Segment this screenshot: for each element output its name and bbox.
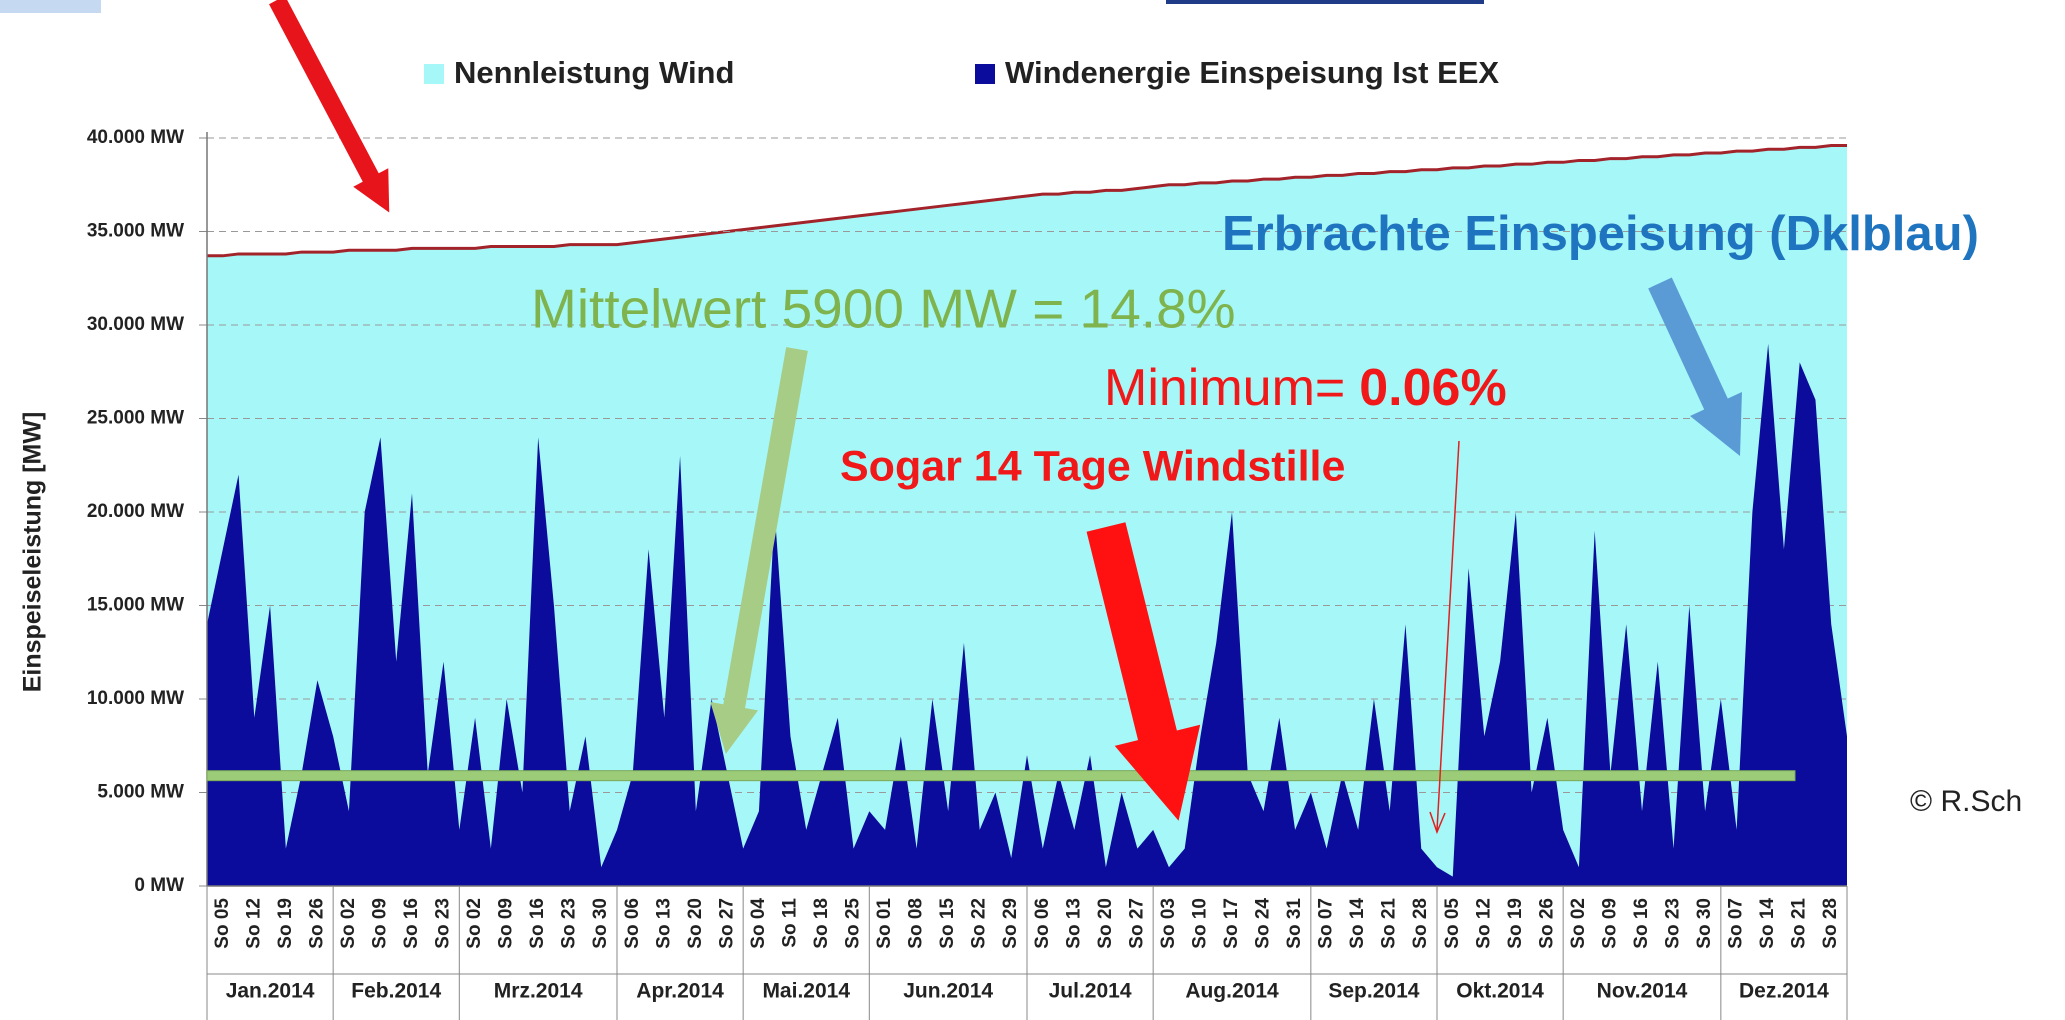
x-tick-label: So 22 — [969, 898, 990, 949]
cut-box — [0, 0, 101, 13]
x-tick-label: So 07 — [1726, 898, 1747, 949]
x-tick-label: So 16 — [527, 898, 548, 949]
annotation: Erbrachte Einspeisung (Dklblau) — [1222, 207, 1979, 261]
legend-swatch — [975, 64, 995, 84]
x-tick-label: So 12 — [1473, 898, 1494, 949]
y-tick-label: 30.000 MW — [87, 314, 184, 335]
x-tick-label: So 14 — [1347, 898, 1368, 949]
month-label: Jul.2014 — [1049, 980, 1132, 1003]
x-tick-label: So 15 — [937, 898, 958, 949]
x-tick-label: So 06 — [622, 898, 643, 949]
x-tick-label: So 23 — [433, 898, 454, 949]
capacity-line — [207, 143, 1847, 258]
month-label: Okt.2014 — [1456, 980, 1544, 1003]
x-tick-label: So 12 — [243, 898, 264, 949]
arrow — [1086, 522, 1201, 821]
y-tick-label: 5.000 MW — [97, 782, 184, 803]
x-tick-label: So 09 — [1599, 898, 1620, 949]
x-tick-label: So 11 — [779, 898, 800, 948]
x-tick-label: So 13 — [1063, 898, 1084, 949]
x-tick-label: So 17 — [1221, 898, 1242, 949]
cut-line — [1166, 0, 1484, 4]
y-tick-label: 40.000 MW — [87, 127, 184, 148]
legend-label: Windenergie Einspeisung Ist EEX — [1005, 55, 1499, 90]
x-tick-label: So 21 — [1789, 898, 1810, 949]
x-tick-label: So 03 — [1158, 898, 1179, 949]
copyright: © R.Sch — [1910, 785, 2022, 818]
arrow — [710, 347, 808, 754]
x-tick-label: So 23 — [559, 898, 580, 949]
month-label: Nov.2014 — [1597, 980, 1688, 1003]
x-tick-label: So 19 — [275, 898, 296, 949]
x-tick-label: So 09 — [369, 898, 390, 949]
x-tick-label: So 06 — [1032, 898, 1053, 949]
x-tick-label: So 13 — [653, 898, 674, 949]
x-tick-label: So 31 — [1284, 898, 1305, 949]
x-tick-label: So 02 — [464, 898, 485, 949]
x-tick-label: So 26 — [1536, 898, 1557, 949]
x-tick-label: So 02 — [1568, 898, 1589, 949]
x-tick-label: So 23 — [1663, 898, 1684, 949]
x-tick-label: So 24 — [1253, 898, 1274, 949]
x-tick-label: So 28 — [1820, 898, 1841, 949]
annotation: Mittelwert 5900 MW = 14.8% — [531, 278, 1236, 340]
x-tick-label: So 16 — [1631, 898, 1652, 949]
legend-label: Nennleistung Wind — [454, 55, 734, 90]
month-label: Feb.2014 — [351, 980, 441, 1003]
x-tick-label: So 29 — [1000, 898, 1021, 949]
x-tick-label: So 18 — [811, 898, 832, 949]
x-tick-label: So 14 — [1757, 898, 1778, 949]
thin-arrow — [1436, 440, 1460, 831]
y-tick-label: 25.000 MW — [87, 408, 184, 429]
x-tick-label: So 21 — [1379, 898, 1400, 949]
y-axis-title: Einspeiseleistung [MW] — [19, 412, 47, 693]
x-tick-label: So 10 — [1189, 898, 1210, 949]
annotation: Sogar 14 Tage Windstille — [840, 442, 1345, 490]
x-tick-label: So 04 — [748, 898, 769, 949]
x-tick-label: So 27 — [716, 898, 737, 949]
thin-arrow-head — [1429, 811, 1446, 835]
arrow — [269, 0, 390, 213]
x-tick-label: So 01 — [874, 898, 895, 949]
x-tick-label: So 20 — [685, 898, 706, 949]
x-tick-label: So 16 — [401, 898, 422, 949]
plot-area: 0 MW 5.000 MW 10.000 MW 15.000 MW 20.000 MW 2… — [19, 55, 1848, 1020]
x-tick-label: So 09 — [496, 898, 517, 949]
month-label: Sep.2014 — [1328, 980, 1419, 1003]
month-label: Apr.2014 — [636, 980, 724, 1003]
y-tick-label: 0 MW — [134, 875, 184, 896]
y-tick-label: 10.000 MW — [87, 688, 184, 709]
x-tick-label: So 02 — [338, 898, 359, 949]
month-label: Jan.2014 — [226, 980, 315, 1003]
x-tick-label: So 30 — [1694, 898, 1715, 949]
y-tick-label: 20.000 MW — [87, 501, 184, 522]
x-tick-label: So 25 — [843, 898, 864, 949]
month-label: Mai.2014 — [762, 980, 850, 1003]
annotation: Minimum= 0.06% — [1104, 359, 1507, 417]
month-label: Jun.2014 — [903, 980, 993, 1003]
x-tick-label: So 27 — [1126, 898, 1147, 949]
x-tick-label: So 20 — [1095, 898, 1116, 949]
area — [207, 145, 1847, 887]
arrow — [1648, 277, 1742, 456]
y-tick-label: 15.000 MW — [87, 595, 184, 616]
x-tick-label: So 07 — [1316, 898, 1337, 949]
x-tick-label: So 30 — [590, 898, 611, 949]
x-tick-label: So 08 — [906, 898, 927, 949]
y-tick-label: 35.000 MW — [87, 221, 184, 242]
x-tick-label: So 19 — [1505, 898, 1526, 949]
month-label: Mrz.2014 — [494, 980, 583, 1003]
annotation-part: Minimum= — [1104, 359, 1345, 417]
x-tick-label: So 05 — [1442, 898, 1463, 949]
month-label: Aug.2014 — [1185, 980, 1279, 1003]
x-tick-label: So 28 — [1410, 898, 1431, 949]
x-tick-label: So 26 — [306, 898, 327, 949]
mean-line — [206, 770, 1796, 782]
month-label: Dez.2014 — [1739, 980, 1829, 1003]
legend-swatch — [424, 64, 444, 84]
annotation-value: 0.06% — [1359, 359, 1506, 417]
x-tick-label: So 05 — [212, 898, 233, 949]
annotations: Erbrachte Einspeisung (Dklblau) Mittelwer… — [206, 0, 2022, 835]
